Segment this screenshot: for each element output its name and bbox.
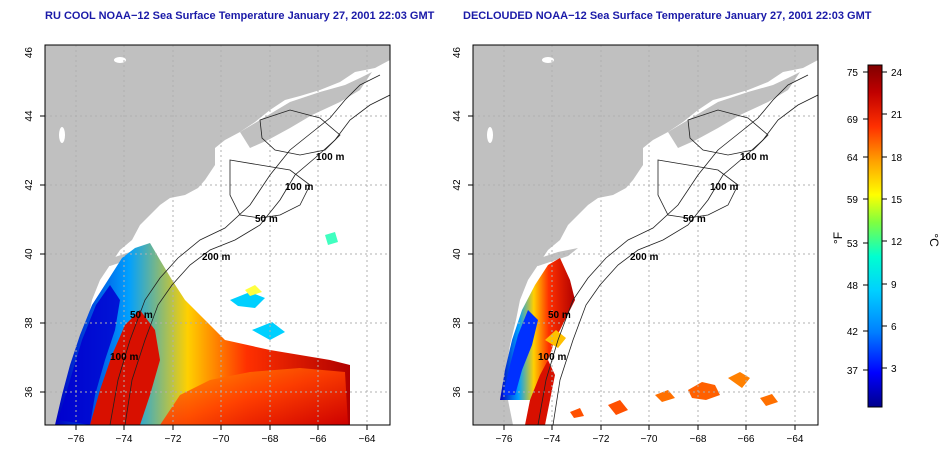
c-tick-label: 21 (891, 110, 903, 121)
f-tick-label: 42 (847, 327, 859, 338)
contour-label: 50 m (130, 310, 153, 321)
left-map: 100 m 100 m 50 m 200 m 50 m 100 m −76 −7… (24, 44, 391, 445)
land-mass (45, 45, 390, 425)
c-tick-label: 6 (891, 322, 897, 333)
contour-label: 100 m (316, 152, 344, 163)
lat-tick-label: 38 (24, 317, 35, 329)
c-tick-label: 24 (891, 68, 903, 79)
lat-tick-label: 36 (24, 386, 35, 398)
celsius-label: °C (927, 233, 941, 247)
lon-tick-label: −64 (359, 434, 376, 445)
lon-tick-label: −66 (310, 434, 327, 445)
lon-tick-label: −66 (738, 434, 755, 445)
lon-tick-label: −68 (690, 434, 707, 445)
map-frame (472, 44, 819, 426)
lon-tick-label: −76 (68, 434, 85, 445)
contour-label: 200 m (630, 252, 658, 263)
c-tick-label: 9 (891, 280, 897, 291)
lon-tick-label: −74 (544, 434, 561, 445)
f-tick-label: 37 (847, 366, 859, 377)
lon-tick-label: −72 (165, 434, 182, 445)
colorbar-gradient (867, 64, 883, 408)
lat-lon-grid (45, 45, 390, 425)
left-axis-labels: −76 −74 −72 −70 −68 −66 −64 46 44 42 40 … (24, 47, 376, 445)
lon-tick-label: −64 (787, 434, 804, 445)
right-axis-labels: −76 −74 −72 −70 −68 −66 −64 46 44 42 40 … (452, 47, 804, 445)
lat-tick-label: 40 (24, 248, 35, 260)
lat-tick-label: 36 (452, 386, 463, 398)
map-frame (44, 44, 391, 426)
lat-tick-label: 40 (452, 248, 463, 260)
contour-label: 200 m (202, 252, 230, 263)
contour-label: 50 m (548, 310, 571, 321)
c-tick-label: 12 (891, 237, 903, 248)
lat-tick-label: 42 (24, 179, 35, 191)
contour-labels: 100 m 100 m 50 m 200 m 50 m 100 m (110, 152, 344, 363)
f-tick-label: 59 (847, 195, 859, 206)
lat-tick-label: 44 (24, 110, 35, 122)
right-map: 100 m 100 m 50 m 200 m 50 m 100 m −76 −7… (452, 44, 819, 445)
lat-tick-label: 44 (452, 110, 463, 122)
contour-label: 100 m (110, 352, 138, 363)
c-tick-label: 18 (891, 153, 903, 164)
fahrenheit-label: °F (831, 232, 845, 244)
lat-tick-label: 46 (24, 47, 35, 59)
lat-tick-label: 46 (452, 47, 463, 59)
lon-tick-label: −76 (496, 434, 513, 445)
f-tick-label: 69 (847, 115, 859, 126)
f-tick-label: 75 (847, 68, 859, 79)
contour-label: 100 m (285, 182, 313, 193)
contour-label: 100 m (710, 182, 738, 193)
lon-tick-label: −72 (593, 434, 610, 445)
bathymetry-contours (109, 74, 390, 425)
lat-lon-grid (473, 45, 818, 425)
lon-tick-label: −68 (262, 434, 279, 445)
bathymetry-contours (537, 74, 818, 425)
lon-tick-label: −74 (116, 434, 133, 445)
right-map-title: DECLOUDED NOAA−12 Sea Surface Temperatur… (463, 10, 872, 22)
f-tick-label: 53 (847, 239, 859, 250)
left-map-title: RU COOL NOAA−12 Sea Surface Temperature … (45, 10, 435, 22)
contour-labels: 100 m 100 m 50 m 200 m 50 m 100 m (538, 152, 768, 363)
lat-tick-label: 42 (452, 179, 463, 191)
c-tick-label: 15 (891, 195, 903, 206)
contour-label: 50 m (255, 214, 278, 225)
contour-label: 50 m (683, 214, 706, 225)
land-mass (473, 45, 818, 425)
contour-label: 100 m (538, 352, 566, 363)
lon-tick-label: −70 (641, 434, 658, 445)
f-tick-label: 48 (847, 281, 859, 292)
f-tick-label: 64 (847, 153, 859, 164)
c-tick-label: 3 (891, 364, 897, 375)
lon-tick-label: −70 (213, 434, 230, 445)
colorbar: 75 69 64 59 53 48 42 37 24 21 18 15 12 9… (831, 64, 941, 408)
contour-label: 100 m (740, 152, 768, 163)
lat-tick-label: 38 (452, 317, 463, 329)
